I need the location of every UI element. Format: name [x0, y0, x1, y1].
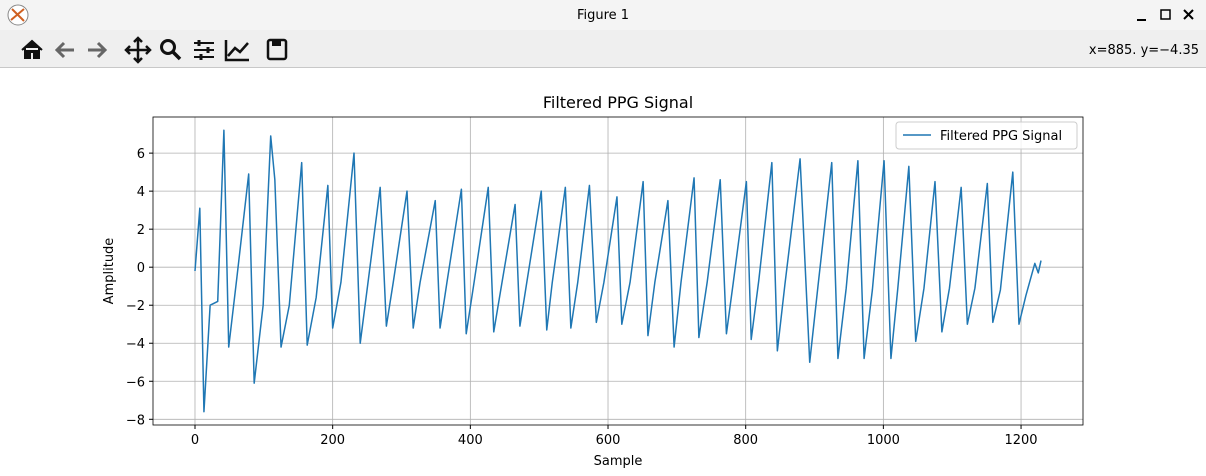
legend-label: Filtered PPG Signal — [940, 129, 1062, 144]
window-title: Figure 1 — [577, 8, 629, 23]
legend-box — [895, 121, 1078, 150]
x-tick-label: 1200 — [1004, 433, 1037, 448]
axes-button[interactable] — [224, 40, 249, 62]
x-tick-label: 400 — [458, 433, 483, 448]
save-button-glyph — [272, 40, 281, 46]
title-bar — [0, 0, 1206, 30]
x-tick-label: 800 — [733, 433, 758, 448]
cursor-status: x=885. y=−4.35 — [1089, 43, 1199, 58]
chart: Filtered PPG Signal Sample Amplitude 0 20… — [102, 93, 1084, 469]
subplots-button-knobs — [197, 40, 210, 60]
x-axis-label: Sample — [594, 454, 643, 469]
y-tick-label: −6 — [126, 375, 145, 390]
y-tick-label: 2 — [137, 223, 145, 238]
app-icon-glyph — [10, 8, 25, 22]
zoom-button-handle — [171, 50, 182, 61]
x-tick-label: 0 — [191, 433, 199, 448]
x-tick-label: 600 — [596, 433, 621, 448]
subplots-button[interactable] — [194, 42, 214, 58]
y-tick-label: −2 — [126, 299, 145, 314]
forward-button[interactable] — [88, 41, 108, 59]
x-tick-label: 200 — [320, 433, 345, 448]
close-button[interactable] — [1183, 9, 1194, 20]
data-line — [194, 129, 1042, 413]
toolbar — [0, 30, 1206, 67]
plot-frame — [152, 116, 1084, 426]
home-button[interactable] — [21, 39, 43, 59]
pan-button[interactable] — [124, 36, 152, 64]
zoom-button[interactable] — [160, 39, 176, 55]
maximize-button[interactable] — [1160, 9, 1171, 20]
plot-area — [153, 117, 1083, 425]
y-tick-label: 6 — [137, 147, 145, 162]
chart-title: Filtered PPG Signal — [543, 93, 693, 112]
y-tick-label: −8 — [126, 413, 145, 428]
back-button[interactable] — [54, 41, 74, 59]
x-tick-label: 1000 — [867, 433, 900, 448]
y-tick-label: 4 — [137, 185, 145, 200]
y-tick-label: 0 — [137, 261, 145, 276]
y-tick-label: −4 — [126, 337, 145, 352]
y-axis-label: Amplitude — [102, 238, 117, 305]
